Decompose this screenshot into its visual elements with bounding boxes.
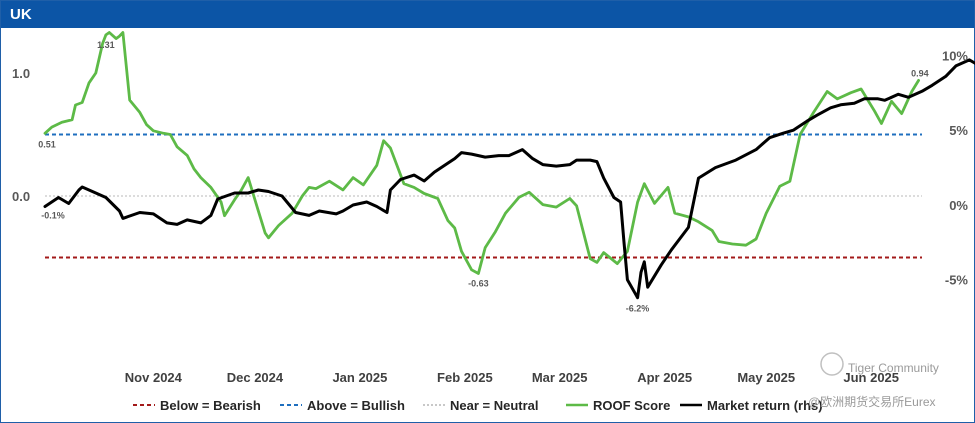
data-label: 1.31 — [97, 40, 115, 50]
data-label: -0.1% — [41, 210, 65, 220]
axis-ticks: 1.0 0.0 10% 5% 0% -5% Nov 2024 Dec 2024 Jan 2025… — [12, 48, 968, 385]
x-tick: Jan 2025 — [332, 370, 387, 385]
y-right-tick: 5% — [949, 123, 968, 138]
data-labels: 0.511.31-0.630.94-0.1%-6.2%10.1%9.3% — [38, 40, 929, 314]
watermark-line2: @欧洲期货交易所Eurex — [808, 394, 936, 409]
series-lines — [43, 31, 975, 300]
watermark-line1: Tiger Community — [848, 361, 939, 375]
x-tick: Jun 2025 — [843, 370, 899, 385]
watermark: Tiger Community @欧洲期货交易所Eurex — [808, 352, 939, 409]
y-right-tick: 10% — [942, 48, 968, 63]
x-tick: Apr 2025 — [637, 370, 692, 385]
legend-label: Below = Bearish — [160, 398, 261, 413]
legend-label: Near = Neutral — [450, 398, 539, 413]
y-left-tick: 1.0 — [12, 66, 30, 81]
market-return-line — [43, 58, 975, 300]
title-bar: UK — [1, 1, 974, 28]
legend-label: ROOF Score — [593, 398, 670, 413]
reference-lines — [45, 133, 922, 259]
legend-label: Market return (rhs) — [707, 398, 823, 413]
legend-label: Above = Bullish — [307, 398, 405, 413]
roof-score-line — [43, 31, 920, 275]
x-tick: Dec 2024 — [227, 370, 284, 385]
data-label: -6.2% — [626, 304, 650, 314]
legend: Below = Bearish Above = Bullish Near = Neu… — [133, 398, 823, 413]
y-right-tick: 0% — [949, 198, 968, 213]
data-label: -0.63 — [468, 278, 489, 288]
x-tick: Feb 2025 — [437, 370, 493, 385]
data-label: 0.51 — [38, 139, 56, 149]
data-label: 0.94 — [911, 68, 929, 78]
chart-title: UK — [10, 6, 32, 23]
y-right-tick: -5% — [945, 273, 969, 288]
x-tick: May 2025 — [737, 370, 795, 385]
x-tick: Mar 2025 — [532, 370, 588, 385]
tiger-logo-icon — [820, 352, 844, 376]
y-left-tick: 0.0 — [12, 189, 30, 204]
x-tick: Nov 2024 — [125, 370, 183, 385]
